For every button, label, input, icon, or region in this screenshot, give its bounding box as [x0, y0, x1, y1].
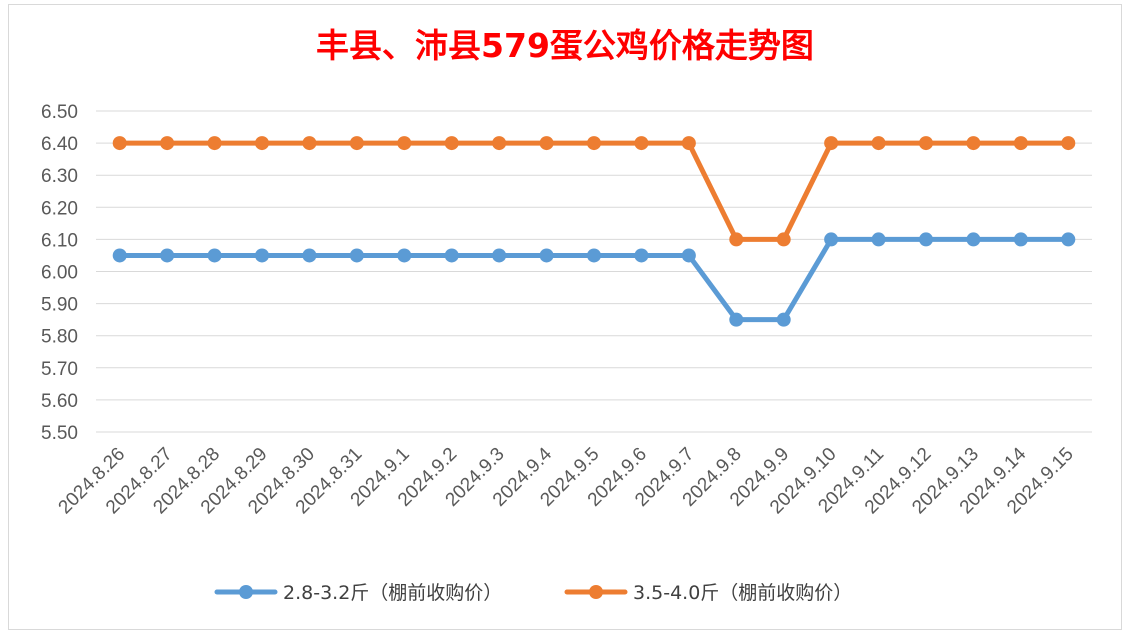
legend-label: 3.5-4.0斤（棚前收购价） [633, 582, 852, 604]
y-tick-label: 5.80 [41, 327, 78, 348]
y-tick-label: 6.20 [41, 198, 78, 219]
data-point [112, 136, 127, 151]
data-point [587, 136, 601, 151]
data-point [776, 312, 791, 327]
legend-item: 3.5-4.0斤（棚前收购价） [564, 582, 852, 604]
y-tick-label: 5.90 [41, 295, 78, 316]
y-tick-label: 6.10 [41, 230, 78, 251]
gridlines [96, 110, 1092, 433]
y-tick-label: 6.00 [41, 263, 78, 284]
data-point [919, 232, 933, 247]
data-point [729, 312, 744, 327]
data-point [492, 136, 507, 151]
data-point [302, 248, 317, 263]
data-point [1061, 232, 1076, 247]
data-point [634, 248, 649, 263]
data-point [729, 232, 744, 247]
y-axis-ticks: 5.50 5.60 5.70 5.80 5.90 6.00 6.10 6.20 6.30 6.40… [41, 102, 78, 444]
series-line [117, 140, 1071, 242]
data-point [539, 136, 554, 151]
data-point [1061, 136, 1076, 151]
data-point [681, 136, 696, 151]
data-point [255, 136, 269, 151]
data-point [824, 232, 839, 247]
y-tick-label: 6.30 [41, 166, 78, 187]
data-point [919, 136, 933, 151]
data-point [302, 136, 317, 151]
data-point [871, 136, 886, 151]
data-point [160, 136, 175, 151]
data-point [871, 232, 886, 247]
data-point [966, 136, 981, 151]
data-point [539, 248, 554, 263]
data-point [349, 136, 364, 151]
data-point [349, 248, 364, 263]
data-point [1013, 232, 1028, 247]
legend-swatch-marker [589, 585, 603, 599]
x-axis-ticks: 2024.8.262024.8.272024.8.282024.8.292024… [55, 443, 1078, 518]
legend: 2.8-3.2斤（棚前收购价） 3.5-4.0斤（棚前收购价） [214, 582, 852, 604]
data-point [966, 232, 981, 247]
data-point [207, 248, 222, 263]
y-tick-label: 5.60 [41, 391, 78, 412]
data-point [492, 248, 507, 263]
y-tick-label: 5.70 [41, 359, 78, 380]
data-point [587, 248, 601, 263]
data-point [397, 136, 412, 151]
y-tick-label: 6.40 [41, 134, 78, 155]
data-point [681, 248, 696, 263]
data-point [776, 232, 791, 247]
legend-swatch-marker [239, 585, 253, 599]
series-group [112, 136, 1076, 327]
data-point [444, 136, 459, 151]
series-2 [112, 136, 1076, 247]
legend-item: 2.8-3.2斤（棚前收购价） [214, 582, 502, 604]
data-point [634, 136, 649, 151]
data-point [824, 136, 839, 151]
data-point [444, 248, 459, 263]
data-point [397, 248, 412, 263]
data-point [160, 248, 175, 263]
data-point [207, 136, 222, 151]
chart-title: 丰县、沛县579蛋公鸡价格走势图 [316, 26, 814, 65]
legend-label: 2.8-3.2斤（棚前收购价） [283, 582, 502, 604]
chart-frame [8, 4, 1122, 630]
data-point [112, 248, 127, 263]
y-tick-label: 6.50 [41, 102, 78, 123]
data-point [255, 248, 269, 263]
y-tick-label: 5.50 [41, 423, 78, 444]
series-1 [112, 232, 1076, 327]
data-point [1013, 136, 1028, 151]
